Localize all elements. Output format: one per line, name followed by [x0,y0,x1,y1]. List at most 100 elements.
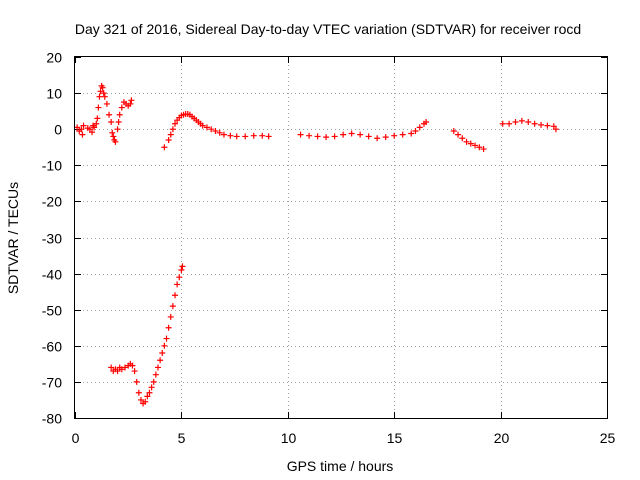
data-point [472,142,479,149]
data-point [250,132,257,139]
data-point [108,118,115,125]
data-point [199,122,206,129]
data-point [78,126,85,133]
data-point [227,132,234,139]
data-point [96,93,103,100]
data-point [148,384,155,391]
data-point [118,366,125,373]
data-point [480,146,487,153]
y-tick-label: -70 [42,375,62,391]
data-point [331,133,338,140]
data-point [531,120,538,127]
grid-lines [75,57,607,418]
data-point [165,324,172,331]
data-point [127,100,134,107]
x-tick-label: 10 [281,430,297,446]
x-tick-label: 15 [387,430,403,446]
data-point [538,121,545,128]
data-point [135,389,142,396]
data-point [216,129,223,136]
y-tick-label: -30 [42,231,62,247]
data-point [306,132,313,139]
data-point [512,118,519,125]
data-point [94,115,101,122]
data-point [79,131,86,138]
data-point [552,126,559,133]
y-tick-label: -60 [42,339,62,355]
data-point [172,292,179,299]
data-point [163,335,170,342]
data-point [116,111,123,118]
data-point [242,133,249,140]
y-tick-label: 0 [54,122,62,138]
data-point [106,111,113,118]
data-point [167,131,174,138]
data-point [169,303,176,310]
data-point [391,132,398,139]
data-point [179,263,186,270]
data-point [93,120,100,127]
data-point [115,118,122,125]
data-point [297,131,304,138]
data-point [399,131,406,138]
data-point [416,124,423,131]
data-point [323,134,330,141]
y-axis: 20 10 0 -10 -20 -30 -40 -50 -60 -70 -80 [42,50,607,427]
chart-title: Day 321 of 2016, Sidereal Day-to-day VTE… [75,21,581,37]
data-point [118,104,125,111]
data-point [74,124,81,131]
data-point [374,135,381,142]
y-tick-label: 20 [46,50,62,66]
data-point [108,364,115,371]
y-tick-label: -80 [42,411,62,427]
data-point [518,117,525,124]
data-point [208,126,215,133]
data-point [114,126,121,133]
data-point [348,130,355,137]
data-point [463,138,470,145]
data-point [408,130,415,137]
data-point [122,364,129,371]
x-tick-label: 0 [72,430,80,446]
y-tick-label: -10 [42,158,62,174]
data-point [99,84,106,91]
data-point [128,97,135,104]
data-point [203,124,210,131]
data-point [109,129,116,136]
data-point [467,140,474,147]
data-point [159,350,166,357]
data-point [161,342,168,349]
data-point [525,118,532,125]
data-point [455,131,462,138]
data-point [459,135,466,142]
data-point [133,378,140,385]
data-point [169,126,176,133]
data-point [172,120,179,127]
data-point [91,124,98,131]
data-point [233,133,240,140]
data-point [178,266,185,273]
data-point [340,131,347,138]
data-point [112,138,119,145]
data-point [131,368,138,375]
data-point [314,133,321,140]
data-point [142,398,149,405]
data-point [103,100,110,107]
data-point [476,144,483,151]
data-point [220,131,227,138]
data-point [157,357,164,364]
data-point [174,281,181,288]
data-point [499,120,506,127]
data-point [382,134,389,141]
data-point [365,133,372,140]
y-tick-label: 10 [46,86,62,102]
data-point [154,364,161,371]
data-point [357,131,364,138]
data-point [95,104,102,111]
data-point [129,362,136,369]
data-point [165,137,172,144]
data-point [110,133,117,140]
x-tick-label: 20 [494,430,510,446]
data-point [265,133,272,140]
